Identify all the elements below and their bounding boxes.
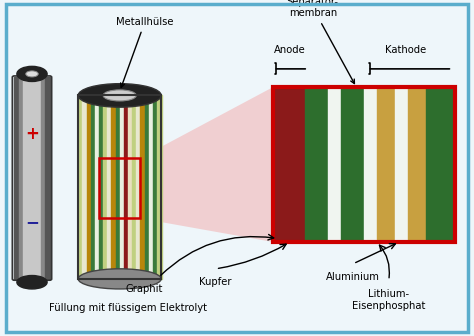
Bar (149, 95, 153, 279)
Ellipse shape (17, 67, 47, 82)
Text: Metallhülse: Metallhülse (116, 17, 173, 87)
Bar (145, 95, 149, 279)
Text: −: − (25, 213, 39, 232)
Text: Separator-
membran: Separator- membran (287, 0, 355, 84)
Bar (153, 95, 157, 279)
Ellipse shape (78, 84, 161, 107)
Text: Lithium-
Eisenphosphat: Lithium- Eisenphosphat (352, 289, 425, 310)
Bar (86, 95, 91, 279)
Bar (273, 87, 455, 242)
Bar (41, 77, 45, 279)
Bar (78, 95, 83, 279)
Bar (128, 95, 133, 279)
Ellipse shape (103, 90, 137, 101)
Bar (95, 95, 100, 279)
Bar (119, 95, 124, 279)
Text: Aluminium: Aluminium (326, 272, 380, 282)
Bar (132, 95, 137, 279)
Bar (395, 87, 408, 242)
Bar (305, 87, 328, 242)
Bar (408, 87, 426, 242)
Text: Kupfer: Kupfer (200, 277, 232, 287)
Bar (111, 95, 116, 279)
Bar (99, 158, 140, 218)
Bar (140, 95, 145, 279)
Bar (14, 77, 19, 279)
Ellipse shape (78, 269, 161, 289)
Bar (157, 95, 162, 279)
Bar (99, 95, 103, 279)
Bar (103, 95, 108, 279)
Bar (116, 95, 120, 279)
Bar (124, 95, 128, 279)
Text: Füllung mit flüssigem Elektrolyt: Füllung mit flüssigem Elektrolyt (49, 303, 207, 313)
Bar (107, 95, 112, 279)
Text: Kathode: Kathode (385, 45, 427, 55)
Bar (273, 87, 455, 242)
Bar (328, 87, 341, 242)
Ellipse shape (17, 276, 47, 289)
Bar (273, 87, 305, 242)
Bar (341, 87, 364, 242)
Bar (91, 95, 95, 279)
Bar (364, 87, 377, 242)
Bar (377, 87, 395, 242)
Ellipse shape (26, 71, 38, 77)
Bar (19, 77, 23, 279)
Bar (45, 77, 50, 279)
Polygon shape (140, 87, 273, 242)
Bar (23, 77, 41, 279)
Text: +: + (25, 125, 39, 143)
Text: Graphit: Graphit (126, 284, 163, 294)
Text: Anode: Anode (274, 45, 306, 55)
Bar (136, 95, 141, 279)
Bar (426, 87, 455, 242)
Bar (82, 95, 87, 279)
